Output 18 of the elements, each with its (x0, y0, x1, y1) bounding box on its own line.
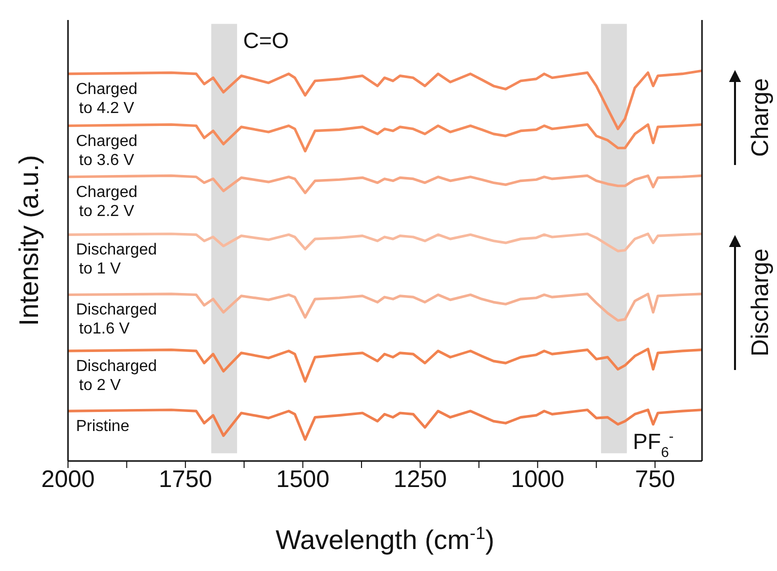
x-tick-label: 1500 (276, 466, 330, 494)
x-tick-label: 1750 (158, 466, 212, 494)
text: Charge (747, 78, 774, 157)
x-tick-label: 1000 (510, 466, 564, 494)
series-label: Discharged to 1 V (76, 242, 157, 278)
series-label: Discharged to1.6 V (76, 302, 157, 338)
series-label: Charged to 4.2 V (76, 80, 138, 117)
x-axis-title: Wavelength (cm$^{-1}$) (276, 523, 494, 555)
x-tick-label: 2000 (41, 466, 95, 494)
x-tick-label: 1250 (394, 466, 447, 494)
x-tick-label: 750 (635, 466, 676, 494)
series-label: Pristine (76, 418, 130, 436)
band-label: C=O (243, 28, 289, 53)
series-label: Charged to 3.6 V (76, 132, 138, 169)
series-label: Charged to 2.2 V (76, 184, 138, 220)
text: Discharge (747, 248, 774, 357)
series-label: Discharged to 2 V (76, 358, 157, 394)
y-axis-title: Intensity (a.u.) (14, 154, 44, 326)
